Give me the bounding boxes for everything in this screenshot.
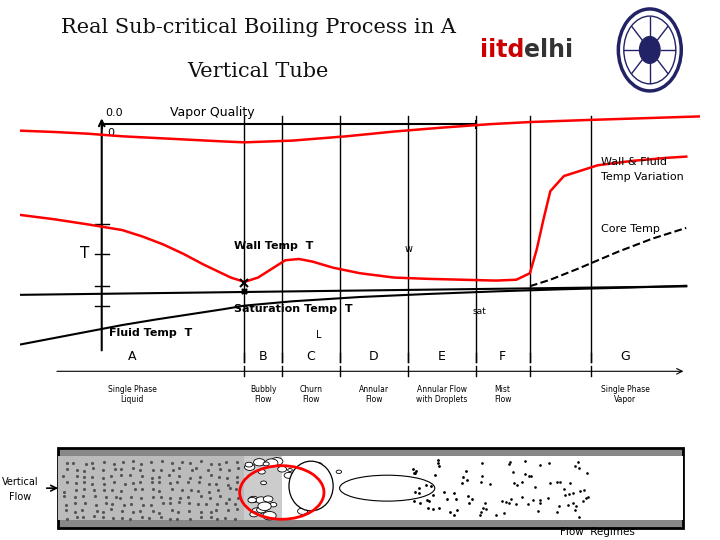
Text: B: B: [259, 350, 268, 363]
Circle shape: [270, 503, 276, 507]
Circle shape: [256, 507, 266, 513]
Text: C: C: [307, 350, 315, 363]
Circle shape: [245, 462, 253, 467]
Text: Annular Flow
with Droplets: Annular Flow with Droplets: [416, 384, 467, 404]
Bar: [58, 448, 683, 528]
Circle shape: [278, 467, 287, 472]
Text: D: D: [369, 350, 379, 363]
Text: Core Temp: Core Temp: [601, 224, 660, 234]
Text: Fluid Temp  T: Fluid Temp T: [109, 328, 192, 338]
Circle shape: [248, 497, 256, 503]
Circle shape: [256, 497, 266, 503]
Circle shape: [310, 469, 318, 474]
Text: E: E: [438, 350, 446, 363]
Text: Single Phase
Vapor: Single Phase Vapor: [600, 384, 649, 404]
Bar: [591, 456, 683, 521]
Circle shape: [264, 505, 269, 509]
Circle shape: [322, 470, 326, 474]
Ellipse shape: [289, 461, 333, 511]
Circle shape: [245, 464, 255, 470]
Ellipse shape: [340, 475, 435, 501]
Circle shape: [300, 499, 309, 505]
Circle shape: [315, 497, 320, 500]
Text: 0: 0: [107, 129, 114, 138]
Text: Wall Temp  T: Wall Temp T: [234, 241, 314, 252]
Text: Vertical: Vertical: [2, 477, 38, 487]
Text: T: T: [80, 246, 89, 261]
Text: L: L: [316, 330, 321, 340]
Text: Mist
Flow: Mist Flow: [494, 384, 511, 404]
Text: F: F: [499, 350, 506, 363]
Circle shape: [250, 512, 258, 517]
Circle shape: [252, 508, 263, 515]
Text: Vertical Tube: Vertical Tube: [187, 63, 329, 82]
Circle shape: [265, 459, 278, 467]
Circle shape: [336, 470, 341, 474]
Text: Vapor Quality: Vapor Quality: [170, 106, 254, 119]
Text: Flow: Flow: [9, 492, 31, 502]
Text: Single Phase
Liquid: Single Phase Liquid: [108, 384, 157, 404]
Circle shape: [284, 472, 293, 478]
Bar: [58, 456, 683, 521]
Text: w: w: [404, 244, 412, 254]
Circle shape: [263, 511, 276, 520]
Text: Real Sub-critical Boiling Process in A: Real Sub-critical Boiling Process in A: [60, 18, 456, 37]
Circle shape: [253, 458, 265, 466]
Bar: [58, 456, 245, 521]
Text: 0.0: 0.0: [105, 109, 122, 118]
Circle shape: [639, 37, 660, 63]
Circle shape: [618, 9, 681, 91]
Text: Flow  Regimes: Flow Regimes: [560, 527, 635, 537]
Text: Churn
Flow: Churn Flow: [300, 384, 323, 404]
Text: A: A: [128, 350, 137, 363]
Circle shape: [315, 463, 323, 467]
Text: G: G: [620, 350, 630, 363]
Text: Wall & Fluid: Wall & Fluid: [601, 157, 667, 167]
Text: Annular
Flow: Annular Flow: [359, 384, 389, 404]
Circle shape: [258, 502, 271, 510]
Circle shape: [271, 457, 283, 465]
Text: sat: sat: [472, 307, 486, 316]
Circle shape: [248, 496, 258, 503]
Circle shape: [263, 462, 269, 466]
Circle shape: [261, 481, 266, 485]
Bar: [245, 456, 282, 521]
Circle shape: [264, 496, 273, 502]
Circle shape: [297, 508, 307, 515]
Text: Bubbly
Flow: Bubbly Flow: [251, 384, 276, 404]
Circle shape: [295, 496, 305, 502]
Text: iitd: iitd: [480, 38, 524, 62]
Text: Saturation Temp  T: Saturation Temp T: [234, 304, 353, 314]
Text: Temp Variation: Temp Variation: [601, 172, 684, 183]
Text: elhi: elhi: [524, 38, 574, 62]
Circle shape: [258, 469, 266, 474]
Circle shape: [299, 499, 306, 504]
Circle shape: [263, 506, 269, 510]
Circle shape: [288, 469, 292, 471]
